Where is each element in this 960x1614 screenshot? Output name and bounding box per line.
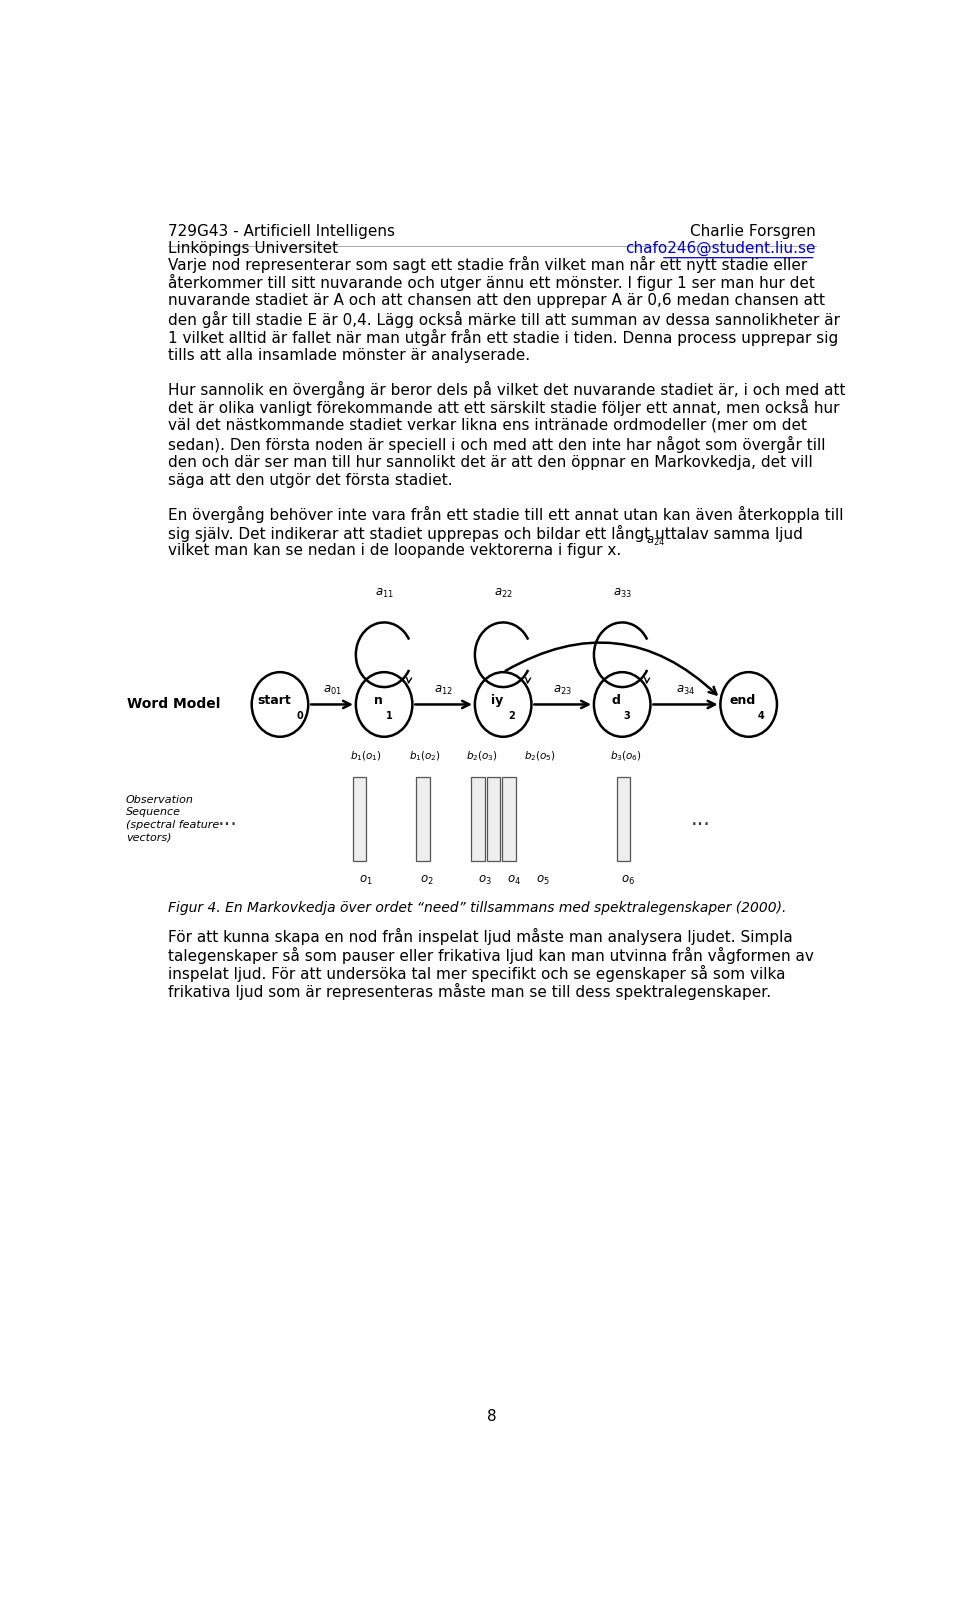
Text: $a_{01}$: $a_{01}$ bbox=[323, 684, 342, 697]
Text: $o_4$: $o_4$ bbox=[507, 873, 521, 886]
Text: frikativa ljud som är representeras måste man se till dess spektralegenskaper.: frikativa ljud som är representeras måst… bbox=[168, 983, 772, 1001]
Text: $b_1(o_2)$: $b_1(o_2)$ bbox=[409, 749, 441, 763]
Text: Linköpings Universitet: Linköpings Universitet bbox=[168, 240, 339, 257]
Text: 3: 3 bbox=[624, 710, 631, 720]
Text: $o_5$: $o_5$ bbox=[536, 873, 549, 886]
Bar bbox=[353, 776, 367, 860]
Text: $o_1$: $o_1$ bbox=[359, 873, 372, 886]
Text: start: start bbox=[257, 694, 291, 707]
Text: Hur sannolik en övergång är beror dels på vilket det nuvarande stadiet är, i och: Hur sannolik en övergång är beror dels p… bbox=[168, 381, 846, 399]
Text: vilket man kan se nedan i de loopande vektorerna i figur x.: vilket man kan se nedan i de loopande ve… bbox=[168, 544, 622, 558]
Text: $a_{34}$: $a_{34}$ bbox=[676, 684, 695, 697]
Text: Varje nod representerar som sagt ett stadie från vilket man når ett nytt stadie : Varje nod representerar som sagt ett sta… bbox=[168, 257, 807, 273]
Bar bbox=[416, 776, 429, 860]
Bar bbox=[502, 776, 516, 860]
Text: tills att alla insamlade mönster är analyserade.: tills att alla insamlade mönster är anal… bbox=[168, 347, 531, 363]
Text: 1: 1 bbox=[386, 710, 393, 720]
Text: 2: 2 bbox=[509, 710, 516, 720]
Text: n: n bbox=[373, 694, 383, 707]
Bar bbox=[617, 776, 631, 860]
Text: Observation
Sequence
(spectral feature
vectors): Observation Sequence (spectral feature v… bbox=[126, 794, 219, 843]
Text: $a_{33}$: $a_{33}$ bbox=[612, 587, 632, 600]
Text: $a_{12}$: $a_{12}$ bbox=[434, 684, 453, 697]
Text: väl det nästkommande stadiet verkar likna ens intränade ordmodeller (mer om det: väl det nästkommande stadiet verkar likn… bbox=[168, 418, 807, 433]
Bar bbox=[487, 776, 500, 860]
Text: återkommer till sitt nuvarande och utger ännu ett mönster. I figur 1 ser man hur: återkommer till sitt nuvarande och utger… bbox=[168, 274, 815, 291]
Text: $o_3$: $o_3$ bbox=[478, 873, 492, 886]
Text: 8: 8 bbox=[487, 1409, 497, 1424]
Text: ...: ... bbox=[690, 809, 710, 830]
Text: Word Model: Word Model bbox=[128, 697, 221, 712]
Text: 4: 4 bbox=[757, 710, 764, 720]
Text: $o_2$: $o_2$ bbox=[420, 873, 434, 886]
Text: sig själv. Det indikerar att stadiet upprepas och bildar ett långt uttalav samma: sig själv. Det indikerar att stadiet upp… bbox=[168, 525, 804, 542]
Text: den och där ser man till hur sannolikt det är att den öppnar en Markovkedja, det: den och där ser man till hur sannolikt d… bbox=[168, 455, 813, 470]
Text: $b_2(o_3)$: $b_2(o_3)$ bbox=[467, 749, 498, 763]
Text: 0: 0 bbox=[297, 710, 303, 720]
Text: $a_{24}$: $a_{24}$ bbox=[646, 534, 665, 547]
Text: En övergång behöver inte vara från ett stadie till ett annat utan kan även återk: En övergång behöver inte vara från ett s… bbox=[168, 507, 844, 523]
Text: iy: iy bbox=[492, 694, 503, 707]
Text: $b_3(o_6)$: $b_3(o_6)$ bbox=[610, 749, 642, 763]
Text: Charlie Forsgren: Charlie Forsgren bbox=[690, 223, 816, 239]
Text: nuvarande stadiet är A och att chansen att den upprepar A är 0,6 medan chansen a: nuvarande stadiet är A och att chansen a… bbox=[168, 292, 826, 308]
Text: För att kunna skapa en nod från inspelat ljud måste man analysera ljudet. Simpla: För att kunna skapa en nod från inspelat… bbox=[168, 928, 793, 946]
Text: $o_6$: $o_6$ bbox=[621, 873, 636, 886]
Text: 1 vilket alltid är fallet när man utgår från ett stadie i tiden. Denna process u: 1 vilket alltid är fallet när man utgår … bbox=[168, 329, 839, 347]
Text: den går till stadie E är 0,4. Lägg också märke till att summan av dessa sannolik: den går till stadie E är 0,4. Lägg också… bbox=[168, 312, 840, 328]
Text: $a_{22}$: $a_{22}$ bbox=[493, 587, 513, 600]
Text: det är olika vanligt förekommande att ett särskilt stadie följer ett annat, men : det är olika vanligt förekommande att et… bbox=[168, 400, 840, 416]
Text: talegenskaper så som pauser eller frikativa ljud kan man utvinna från vågformen : talegenskaper så som pauser eller frikat… bbox=[168, 946, 814, 964]
Bar bbox=[471, 776, 485, 860]
Text: $a_{23}$: $a_{23}$ bbox=[553, 684, 572, 697]
Text: sedan). Den första noden är speciell i och med att den inte har något som övergå: sedan). Den första noden är speciell i o… bbox=[168, 436, 826, 454]
Text: d: d bbox=[612, 694, 621, 707]
Text: $b_1(o_1)$: $b_1(o_1)$ bbox=[349, 749, 381, 763]
Text: inspelat ljud. För att undersöka tal mer specifikt och se egenskaper så som vilk: inspelat ljud. För att undersöka tal mer… bbox=[168, 965, 786, 981]
Text: chafo246@student.liu.se: chafo246@student.liu.se bbox=[625, 240, 816, 257]
Text: Figur 4. En Markovkedja över ordet “need” tillsammans med spektralegenskaper (20: Figur 4. En Markovkedja över ordet “need… bbox=[168, 901, 787, 915]
Text: 729G43 - Artificiell Intelligens: 729G43 - Artificiell Intelligens bbox=[168, 223, 396, 239]
Text: $a_{11}$: $a_{11}$ bbox=[374, 587, 394, 600]
Text: ...: ... bbox=[218, 809, 238, 830]
Text: end: end bbox=[730, 694, 756, 707]
Text: säga att den utgör det första stadiet.: säga att den utgör det första stadiet. bbox=[168, 473, 453, 487]
Text: $b_2(o_5)$: $b_2(o_5)$ bbox=[524, 749, 557, 763]
